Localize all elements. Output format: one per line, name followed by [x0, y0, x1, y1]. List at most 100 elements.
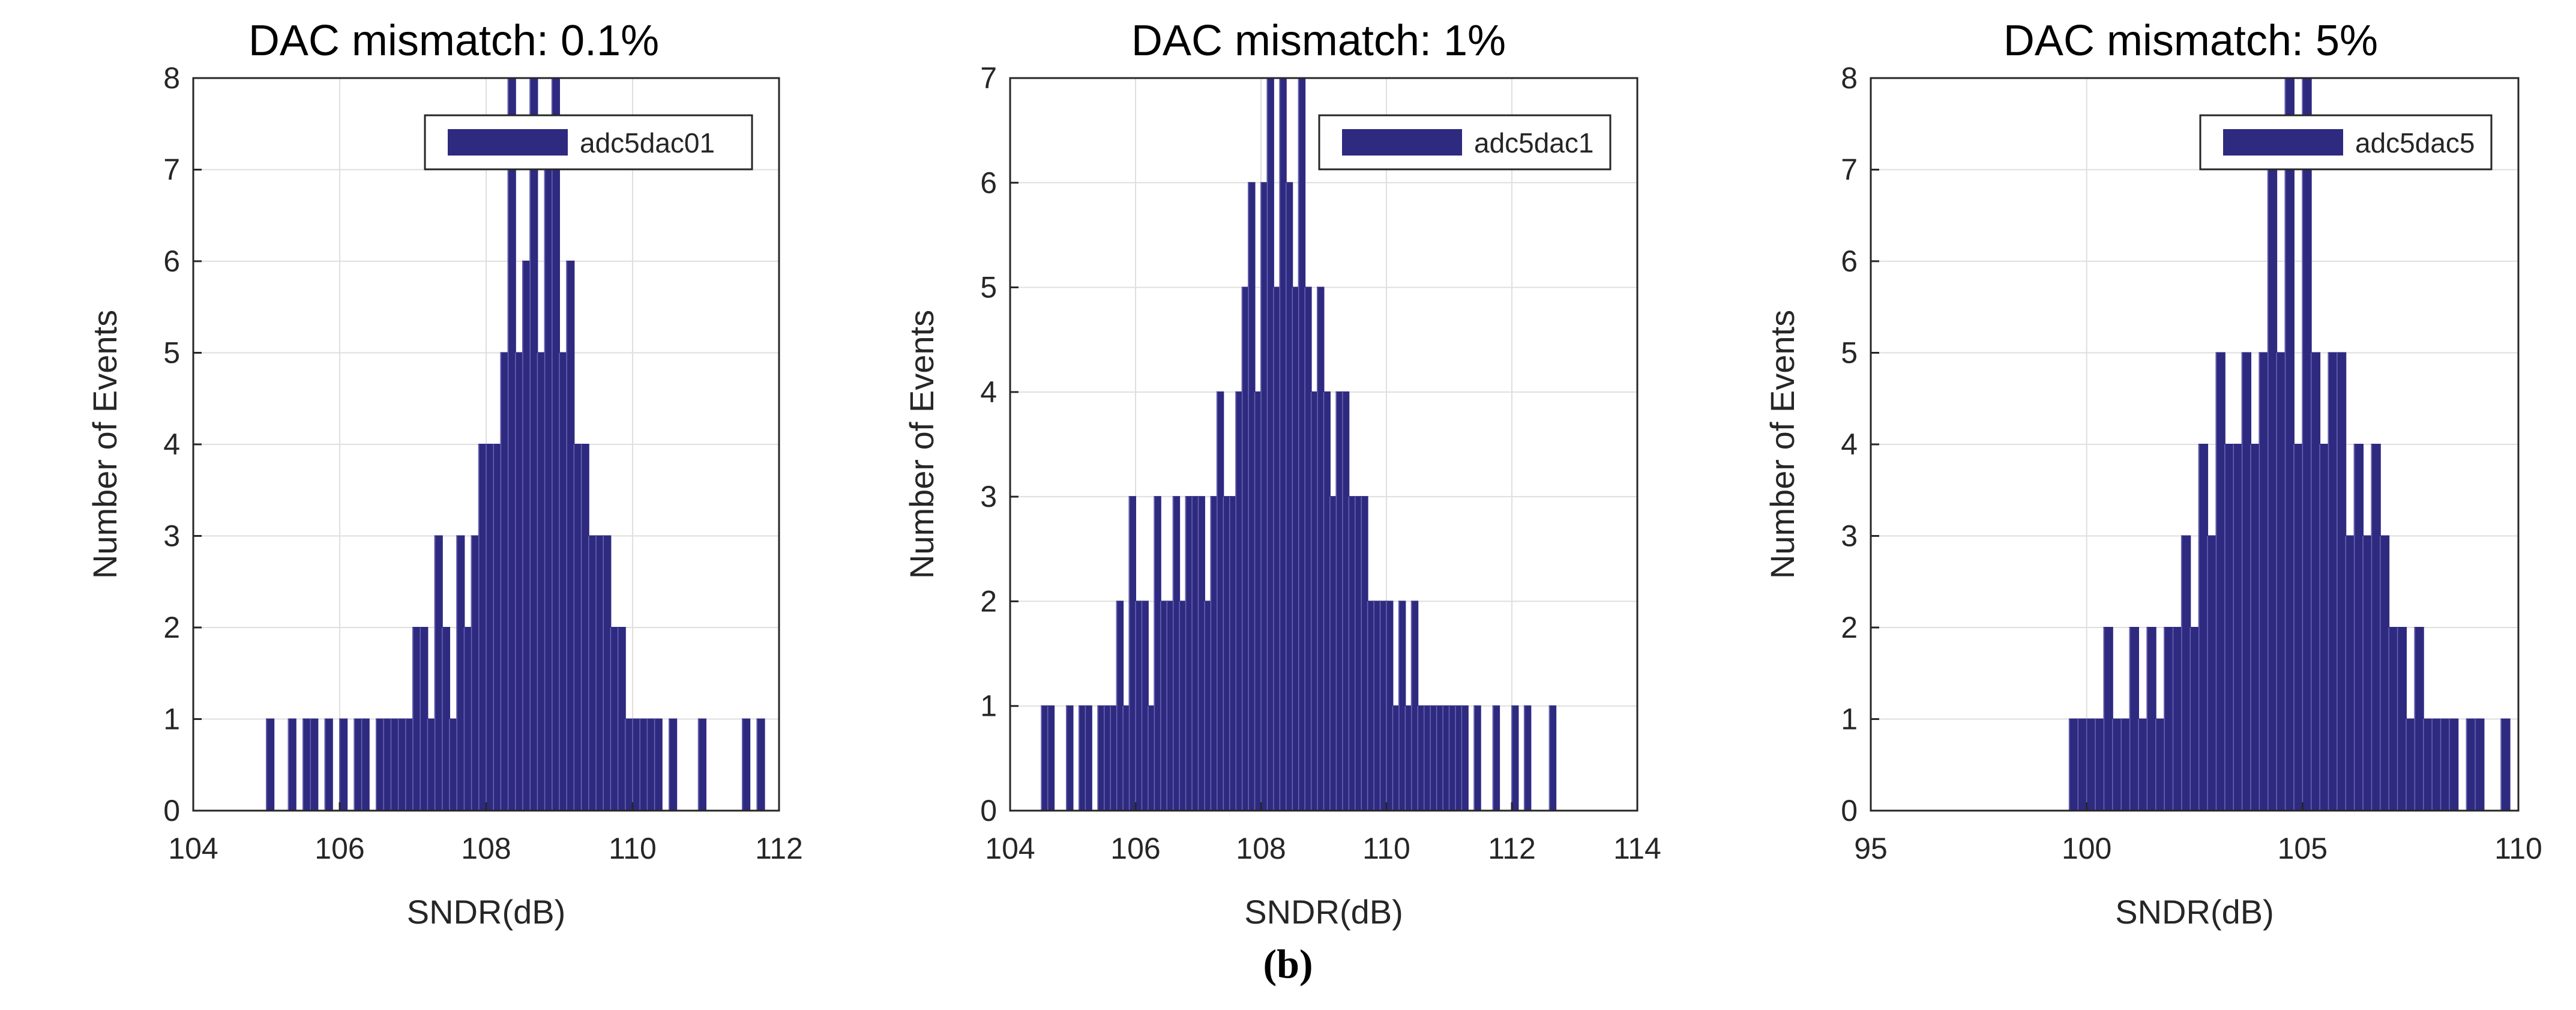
histogram-bar	[1373, 600, 1381, 812]
histogram-bar	[1423, 705, 1431, 811]
histogram-bar	[624, 718, 634, 811]
axes-frame	[1009, 77, 1639, 812]
histogram-bar	[1103, 705, 1112, 811]
histogram-bar	[2086, 718, 2096, 811]
x-tick-label: 108	[1236, 832, 1286, 865]
histogram-bar	[1523, 705, 1532, 811]
y-tick-label: 3	[1841, 519, 1858, 553]
y-tick-label: 5	[163, 336, 180, 370]
histogram-bar	[500, 352, 509, 811]
histogram-bar	[1348, 496, 1356, 811]
histogram-bar	[1404, 705, 1412, 811]
histogram-bar	[522, 261, 531, 811]
histogram-bar	[2440, 718, 2450, 811]
x-tick-label: 106	[314, 832, 364, 865]
y-tick-label: 8	[1841, 61, 1858, 95]
histogram-bar	[566, 261, 575, 811]
histogram-bar	[1392, 705, 1400, 811]
y-tick-label: 6	[163, 244, 180, 278]
histogram-bar	[742, 718, 751, 811]
histogram-bar	[1248, 182, 1256, 811]
x-tick-label: 110	[2494, 832, 2542, 865]
histogram-bar	[1254, 391, 1262, 811]
histogram-bar	[2068, 718, 2079, 811]
histogram-bar	[2397, 627, 2407, 811]
histogram-bar	[266, 718, 275, 811]
histogram-bar	[1317, 286, 1325, 812]
histogram-bar	[573, 444, 582, 811]
histogram-bar	[434, 535, 443, 811]
histogram-bar	[1279, 77, 1287, 811]
histogram-bar	[2129, 627, 2139, 811]
histogram-bar	[1354, 496, 1362, 811]
histogram-bar	[1292, 286, 1299, 812]
histogram-bar	[310, 718, 319, 811]
histogram-bar	[2284, 77, 2295, 811]
histogram-bar	[588, 535, 597, 811]
histogram-bar	[1110, 705, 1118, 811]
y-tick-label: 2	[163, 611, 180, 644]
histogram-bar	[617, 627, 626, 811]
histogram-bar	[1128, 496, 1137, 811]
histogram-bar	[1235, 391, 1243, 811]
histogram-bar	[397, 718, 406, 811]
histogram-bar	[361, 718, 370, 811]
histogram-bar	[2215, 352, 2225, 811]
x-tick-label: 106	[1110, 832, 1160, 865]
histogram-bar	[2224, 444, 2234, 811]
histogram-bar	[1203, 600, 1212, 812]
histogram-bar	[1066, 705, 1074, 811]
histogram-bar	[2111, 718, 2122, 811]
histogram-bar	[383, 718, 392, 811]
histogram-bar	[2293, 444, 2304, 811]
histogram-bar	[1335, 391, 1343, 811]
histogram-bar	[1097, 705, 1105, 811]
histogram-bar	[2500, 718, 2511, 811]
histogram-bar	[2371, 444, 2381, 811]
y-axis-label: Number of Events	[903, 310, 940, 579]
histogram-bar	[1223, 496, 1230, 811]
histogram-bar	[1197, 496, 1205, 811]
histogram-bar	[354, 718, 363, 811]
histogram-bar	[1266, 77, 1274, 811]
x-tick-label: 100	[2062, 832, 2111, 865]
histogram-bar	[2233, 444, 2243, 811]
histogram-bar	[2336, 352, 2347, 811]
chart-3: 95 100 105 110 0 1 2 3 4 5 6 7 8 DAC mismatch: 5% SNDR…	[1763, 17, 2542, 931]
histogram-bar	[2388, 627, 2398, 811]
histogram-bar	[1361, 496, 1368, 811]
histogram-bar	[1154, 496, 1161, 811]
histogram-bar	[2379, 535, 2390, 811]
histogram-bar	[1122, 705, 1130, 811]
histogram-bar	[1410, 600, 1419, 812]
y-tick-label: 3	[163, 519, 180, 553]
histogram-bar	[1430, 705, 1437, 811]
histogram-bar	[669, 718, 678, 811]
histogram-bar	[1179, 600, 1187, 812]
legend-swatch	[2223, 129, 2343, 156]
histogram-bar	[1210, 496, 1218, 811]
histogram-bar	[2448, 718, 2459, 811]
y-tick-label: 6	[1841, 244, 1858, 278]
histogram-bar	[1272, 286, 1281, 812]
histogram-bar	[2146, 627, 2156, 811]
histogram-bar	[1191, 496, 1199, 811]
x-tick-label: 95	[1854, 832, 1888, 865]
histogram-bar	[2353, 444, 2364, 811]
histogram-bar	[2259, 352, 2269, 811]
histogram-bar	[2302, 77, 2312, 811]
legend-swatch	[448, 129, 568, 156]
histogram-bar	[2345, 535, 2355, 811]
histogram-bar	[2155, 718, 2165, 811]
histogram-bar	[595, 535, 604, 811]
histogram-bar	[324, 718, 333, 811]
histogram-bar	[2137, 718, 2148, 811]
y-axis-label: Number of Events	[1763, 310, 1801, 579]
x-axis-label: SNDR(dB)	[2115, 893, 2274, 931]
x-tick-label: 114	[1613, 832, 1661, 865]
histogram-bar	[412, 627, 421, 811]
y-tick-label: 3	[980, 480, 997, 513]
histogram-bar	[376, 718, 385, 811]
histogram-bar	[427, 718, 436, 811]
